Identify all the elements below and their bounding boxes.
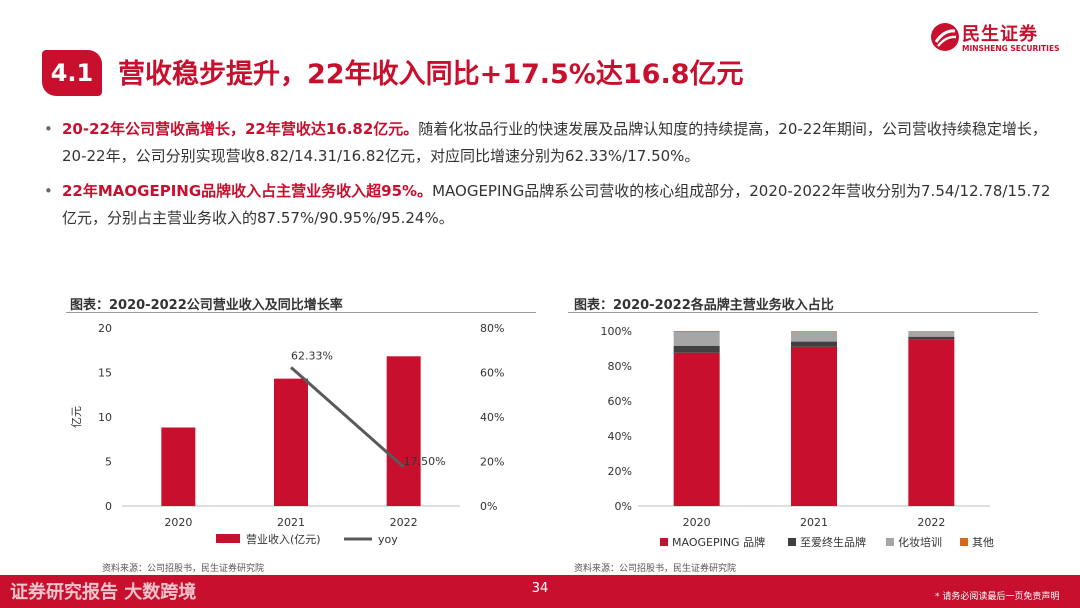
stacked-bar-segment xyxy=(908,331,955,337)
stacked-bar-segment xyxy=(791,346,837,506)
legend-swatch xyxy=(660,538,668,546)
x-tick-label: 2021 xyxy=(277,516,305,529)
brand-logo-icon xyxy=(931,23,959,51)
y2-tick-label: 20% xyxy=(480,456,504,469)
section-number-badge: 4.1 xyxy=(42,50,102,96)
yoy-line xyxy=(290,366,405,469)
revenue-bar xyxy=(274,378,308,506)
y-tick-label: 20 xyxy=(98,322,112,335)
bullet-text: 随着化妆品行业的快速发展及品牌认知度的持续提高，20-22年期间，公司营收持续稳… xyxy=(62,120,1047,165)
y2-tick-label: 0% xyxy=(480,500,497,513)
legend-swatch xyxy=(960,538,968,546)
brand-name: 民生证券 xyxy=(962,24,1038,45)
y2-tick-label: 80% xyxy=(480,322,504,335)
bullet-dot-icon: • xyxy=(44,182,53,200)
y-tick-label: 15 xyxy=(98,367,112,380)
stacked-bar-segment xyxy=(791,341,837,347)
footer-watermark: 证券研究报告 大数跨境 xyxy=(10,582,197,603)
y-tick-label: 40% xyxy=(608,430,632,443)
revenue-bar xyxy=(161,427,196,506)
chart-right-source: 资料来源：公司招股书，民生证券研究院 xyxy=(574,564,737,574)
legend-swatch xyxy=(788,538,796,546)
chart-right-caption: 图表：2020-2022各品牌主营业务收入占比 xyxy=(574,298,834,313)
y-tick-label: 5 xyxy=(105,456,112,469)
legend-label: 化妆培训 xyxy=(898,535,942,549)
bullet-item: • 20-22年公司营收高增长，22年营收达16.82亿元。随着化妆品行业的快速… xyxy=(44,116,1054,170)
stacked-bar-segment xyxy=(673,331,720,346)
y-tick-label: 0% xyxy=(615,500,632,513)
stacked-bar-segment xyxy=(673,345,720,353)
x-tick-label: 2020 xyxy=(164,516,192,529)
chart-right-rule xyxy=(568,312,1038,313)
yoy-data-label: 17.50% xyxy=(404,455,446,468)
stacked-bar-segment xyxy=(791,331,837,342)
x-tick-label: 2021 xyxy=(800,516,828,529)
legend-swatch xyxy=(886,538,894,546)
bullet-dot-icon: • xyxy=(44,120,53,138)
y-tick-label: 10 xyxy=(98,411,112,424)
x-tick-label: 2022 xyxy=(390,516,418,529)
chart-left-rule xyxy=(66,312,536,313)
page-title: 营收稳步提升，22年收入同比+17.5%达16.8亿元 xyxy=(118,59,744,90)
legend-label: 其他 xyxy=(972,536,994,549)
x-tick-label: 2020 xyxy=(683,516,711,529)
yoy-data-label: 62.33% xyxy=(291,349,333,362)
bullet-headline: 22年MAOGEPING品牌收入占主营业务收入超95%。 xyxy=(62,182,433,200)
footer-bar xyxy=(0,575,1080,608)
y-tick-label: 0 xyxy=(105,500,112,513)
legend-label-yoy: yoy xyxy=(378,533,398,546)
y2-tick-label: 60% xyxy=(480,367,504,380)
y-axis-label: 亿元 xyxy=(70,406,83,428)
legend-swatch-revenue xyxy=(216,534,240,543)
revenue-bar xyxy=(386,356,421,506)
bullet-item: • 22年MAOGEPING品牌收入占主营业务收入超95%。MAOGEPING品… xyxy=(44,178,1054,232)
brand-share-chart: 0% 20% 40% 60% 80% 100% 2020 2021 2022 MAOGEPING … xyxy=(601,325,994,549)
page-number: 34 xyxy=(531,581,549,596)
legend-label-revenue: 营业收入(亿元) xyxy=(246,532,321,546)
x-tick-label: 2022 xyxy=(917,516,945,529)
bullet-text: MAOGEPING品牌系公司营收的核心组成部分，2020-2022年营收分别为7… xyxy=(62,182,1051,227)
chart-left-caption: 图表：2020-2022公司营业收入及同比增长率 xyxy=(70,298,343,313)
y2-tick-label: 40% xyxy=(480,411,504,424)
y-tick-label: 80% xyxy=(608,360,632,373)
y-tick-label: 20% xyxy=(608,465,632,478)
stacked-bar-segment xyxy=(908,339,955,506)
stacked-bar-segment xyxy=(673,331,720,332)
chart-left-source: 资料来源：公司招股书，民生证券研究院 xyxy=(102,564,265,574)
revenue-yoy-chart: 0 5 10 15 20 0% 20% 40% 60% 80% 亿元 2020 2021 2022 62.3… xyxy=(70,322,504,546)
stacked-bar-segment xyxy=(908,336,955,340)
legend-label: MAOGEPING 品牌 xyxy=(672,535,765,549)
brand-name-en: MINSHENG SECURITIES xyxy=(962,44,1060,53)
y-tick-label: 100% xyxy=(601,325,632,338)
y-tick-label: 60% xyxy=(608,395,632,408)
stacked-bar-segment xyxy=(673,352,720,506)
legend-label: 至爱终生品牌 xyxy=(800,535,866,549)
bullet-headline: 20-22年公司营收高增长，22年营收达16.82亿元。 xyxy=(62,120,419,138)
disclaimer-note: * 请务必阅读最后一页免责声明 xyxy=(935,592,1060,602)
